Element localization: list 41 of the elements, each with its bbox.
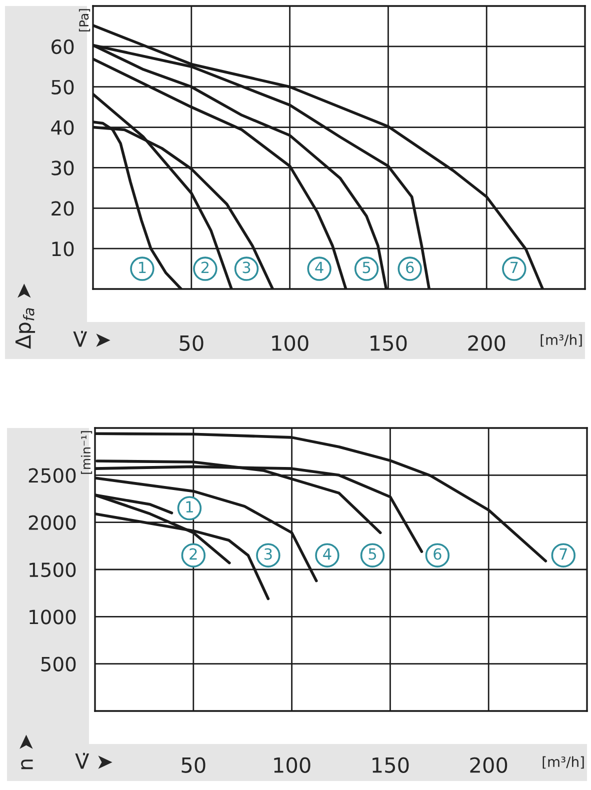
annotation: 7: [510, 262, 518, 273]
x-tick-label: 50: [182, 757, 206, 773]
y-axis-title: n ➤: [20, 734, 33, 770]
annotation: 4: [323, 548, 332, 560]
annotation: 7: [560, 548, 567, 560]
text: [m³/h]: [542, 756, 584, 769]
annotation: 3: [242, 262, 250, 274]
y-tick-label: 20: [52, 201, 74, 216]
x-tick-label: 100: [274, 757, 310, 773]
x-tick-label: 150: [370, 335, 407, 351]
y-tick-label: 60: [52, 39, 74, 54]
annotation: 2: [190, 548, 197, 560]
annotation: 1: [139, 262, 146, 273]
y-tick-label: 30: [52, 160, 74, 176]
annotation: 6: [406, 262, 414, 274]
x-axis-title: V̇ ➤: [75, 752, 112, 769]
y-tick-label: 40: [51, 120, 74, 135]
y-tick-label: 50: [52, 80, 74, 95]
x-tick-label: 200: [468, 335, 506, 351]
x-tick-label: 50: [180, 335, 204, 351]
x-tick-label: 150: [372, 757, 409, 773]
annotation: 4: [315, 262, 324, 273]
annotation: 3: [264, 548, 272, 560]
y-tick-label: 2000: [28, 515, 76, 530]
text: [Pa]: [78, 9, 90, 32]
y-tick-label: 10: [52, 242, 74, 256]
y-tick-label: 1000: [30, 610, 76, 624]
text: [min⁻¹]: [80, 431, 92, 474]
y-tick-label: 2500: [28, 468, 76, 483]
annotation: 5: [362, 262, 370, 274]
annotation: 2: [201, 262, 209, 273]
y-axis-title: Δp$_{fa}$ ➤: [16, 284, 36, 349]
y-tick-label: 500: [41, 656, 76, 672]
annotation: 5: [368, 548, 376, 560]
text: [m³/h]: [540, 334, 582, 347]
annotation: 6: [434, 548, 442, 560]
y-tick-label: 1500: [30, 562, 76, 578]
x-tick-label: 100: [272, 335, 308, 351]
x-tick-label: 200: [470, 757, 508, 773]
annotation: 1: [186, 501, 193, 512]
x-axis-title: V̇ ➤: [73, 330, 110, 347]
